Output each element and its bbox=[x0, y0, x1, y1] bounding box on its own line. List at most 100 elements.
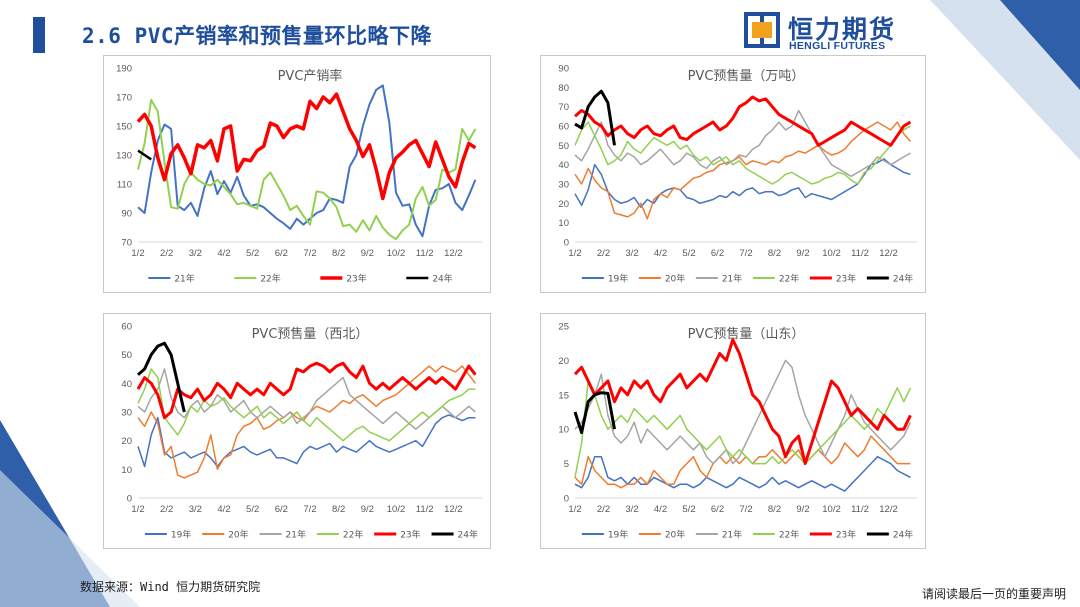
chart-svg: 70 90 110 130 150 170 190 1/2 2/2 3/2 4/2 5/2 6/2 7/2… bbox=[116, 64, 482, 285]
series-line-19年 bbox=[137, 414, 476, 468]
x-tick-label: 12/2 bbox=[879, 504, 898, 515]
corner-decoration-top-right-dark bbox=[1000, 0, 1080, 90]
x-tick-label: 7/2 bbox=[739, 248, 752, 259]
y-tick-label: 10 bbox=[558, 218, 569, 229]
x-tick-label: 8/2 bbox=[768, 248, 781, 259]
y-tick-label: 0 bbox=[564, 238, 569, 249]
x-tick-label: 10/2 bbox=[387, 248, 406, 259]
x-tick-label: 2/2 bbox=[160, 504, 173, 515]
legend-label: 23年 bbox=[836, 273, 856, 285]
x-tick-label: 3/2 bbox=[625, 504, 638, 515]
y-tick-label: 40 bbox=[121, 379, 132, 390]
x-tick-label: 3/2 bbox=[189, 248, 202, 259]
x-tick-label: 4/2 bbox=[654, 248, 667, 259]
series-line-21年 bbox=[574, 109, 911, 178]
chart-pvc-production-sales-ratio: 70 90 110 130 150 170 190 1/2 2/2 3/2 4/2 5/2 6/2 7/2… bbox=[103, 55, 491, 293]
legend-label: 20年 bbox=[228, 529, 248, 541]
page-title: 2.6 PVC产销率和预售量环比略下降 bbox=[82, 24, 433, 48]
y-tick-label: 60 bbox=[558, 122, 569, 133]
series-line-23年 bbox=[574, 95, 912, 147]
chart-title: PVC预售量（西北） bbox=[252, 326, 369, 342]
x-tick-label: 1/2 bbox=[131, 504, 144, 515]
series-line-23年 bbox=[573, 338, 912, 466]
chart-pvc-presales-total: 0 10 20 30 40 50 60 70 80 90 1/2 2/2 3/2 4/2 5/2 6/2 7/2… bbox=[540, 55, 926, 293]
chart-svg: 0 5 10 15 20 25 1/2 2/2 3/2 4/2 5/2 6/2 7/2 8/2 9/2 10/… bbox=[558, 322, 917, 541]
x-tick-label: 9/2 bbox=[361, 504, 374, 515]
x-tick-label: 5/2 bbox=[682, 248, 695, 259]
x-tick-label: 8/2 bbox=[332, 248, 345, 259]
legend-label: 21年 bbox=[286, 529, 306, 541]
legend-label: 24年 bbox=[432, 273, 452, 285]
series-line-21年 bbox=[137, 368, 476, 430]
x-tick-label: 11/2 bbox=[416, 248, 434, 259]
disclaimer-note: 请阅读最后一页的重要声明 bbox=[921, 587, 1066, 601]
x-tick-label: 5/2 bbox=[682, 504, 695, 515]
x-tick-label: 5/2 bbox=[246, 248, 259, 259]
x-tick-label: 11/2 bbox=[851, 248, 869, 259]
logo-english-name: HENGLI FUTURES bbox=[789, 40, 886, 52]
y-tick-label: 0 bbox=[564, 494, 569, 505]
y-tick-label: 20 bbox=[558, 356, 569, 367]
y-tick-label: 40 bbox=[558, 160, 569, 171]
y-tick-label: 10 bbox=[558, 425, 569, 436]
legend-label: 24年 bbox=[893, 529, 913, 541]
x-tick-label: 8/2 bbox=[768, 504, 781, 515]
legend-label: 21年 bbox=[722, 273, 742, 285]
x-tick-label: 7/2 bbox=[303, 248, 316, 259]
series-line-20年 bbox=[574, 435, 911, 489]
series-line-23年 bbox=[136, 361, 477, 420]
series-line-21年 bbox=[574, 359, 912, 465]
legend-label: 20年 bbox=[665, 529, 685, 541]
x-tick-label: 2/2 bbox=[160, 248, 173, 259]
x-tick-label: 7/2 bbox=[739, 504, 752, 515]
legend-label: 23年 bbox=[836, 529, 856, 541]
x-tick-label: 8/2 bbox=[332, 504, 345, 515]
x-tick-label: 1/2 bbox=[568, 504, 581, 515]
data-source-note: 数据来源：Wind 恒力期货研究院 bbox=[80, 580, 261, 594]
legend-label: 23年 bbox=[346, 273, 366, 285]
y-tick-label: 10 bbox=[121, 465, 132, 476]
y-tick-label: 170 bbox=[116, 93, 132, 104]
x-tick-label: 10/2 bbox=[822, 248, 841, 259]
y-tick-label: 50 bbox=[121, 350, 132, 361]
legend-label: 19年 bbox=[171, 529, 191, 541]
x-tick-label: 2/2 bbox=[597, 248, 610, 259]
y-tick-label: 5 bbox=[564, 459, 569, 470]
series-line-22年 bbox=[137, 98, 477, 241]
title-accent-bar bbox=[33, 17, 45, 53]
x-tick-label: 4/2 bbox=[217, 248, 230, 259]
legend-label: 22年 bbox=[343, 529, 363, 541]
chart-title: PVC产销率 bbox=[278, 68, 343, 84]
y-tick-label: 70 bbox=[558, 102, 569, 113]
x-tick-label: 11/2 bbox=[416, 504, 434, 515]
chart-pvc-presales-shandong: 0 5 10 15 20 25 1/2 2/2 3/2 4/2 5/2 6/2 7/2 8/2 9/2 10/… bbox=[540, 313, 926, 549]
x-tick-label: 12/2 bbox=[879, 248, 898, 259]
x-tick-label: 12/2 bbox=[444, 248, 463, 259]
x-tick-label: 6/2 bbox=[275, 504, 288, 515]
y-tick-label: 90 bbox=[558, 64, 569, 75]
series-line-19年 bbox=[574, 455, 911, 492]
x-tick-label: 1/2 bbox=[568, 248, 581, 259]
series-line-24年 bbox=[137, 341, 186, 413]
series-line-20年 bbox=[137, 365, 476, 479]
x-tick-label: 6/2 bbox=[275, 248, 288, 259]
x-tick-label: 9/2 bbox=[796, 248, 809, 259]
y-tick-label: 60 bbox=[121, 322, 132, 333]
y-tick-label: 130 bbox=[116, 151, 132, 162]
x-tick-label: 2/2 bbox=[597, 504, 610, 515]
legend-label: 24年 bbox=[893, 273, 913, 285]
chart-pvc-presales-northwest: 0 10 20 30 40 50 60 1/2 2/2 3/2 4/2 5/2 6/2 7/2 8/2 9/2… bbox=[103, 313, 491, 549]
company-logo: 恒力期货 HENGLI FUTURES bbox=[744, 10, 914, 54]
y-tick-label: 80 bbox=[558, 83, 569, 94]
chart-svg: 0 10 20 30 40 50 60 1/2 2/2 3/2 4/2 5/2 6/2 7/2 8/2 9/2… bbox=[121, 322, 482, 541]
y-tick-label: 70 bbox=[121, 238, 132, 249]
x-tick-label: 9/2 bbox=[361, 248, 374, 259]
y-tick-label: 0 bbox=[127, 494, 132, 505]
x-tick-label: 7/2 bbox=[303, 504, 316, 515]
y-tick-label: 30 bbox=[121, 408, 132, 419]
series-line-22年 bbox=[574, 121, 911, 185]
x-tick-label: 9/2 bbox=[796, 504, 809, 515]
x-tick-label: 4/2 bbox=[654, 504, 667, 515]
logo-chinese-name: 恒力期货 bbox=[788, 15, 897, 44]
